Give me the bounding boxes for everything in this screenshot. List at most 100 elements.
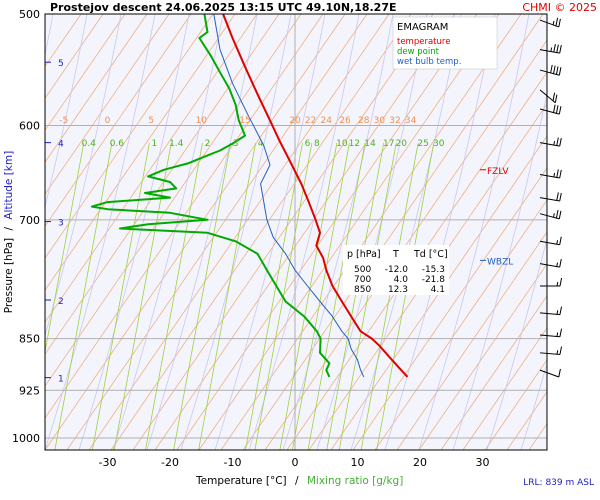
mixing-ratio-label: 6	[305, 139, 311, 149]
temperature-tick-label: 20	[413, 456, 427, 469]
wind-barb-shaft	[539, 263, 560, 268]
dry-adiabat-label: 5	[148, 116, 154, 126]
dry-adiabat-line	[352, 167, 547, 450]
y-axis-label-pressure: Pressure [hPa]	[3, 238, 15, 313]
moist-adiabat-line	[45, 14, 122, 338]
mixing-ratio-line	[307, 142, 366, 450]
altitude-tick-label: 1	[58, 375, 64, 385]
mixing-ratio-label: 4	[258, 139, 264, 149]
plot-frame	[44, 13, 548, 451]
wind-barb	[539, 169, 562, 179]
altitude-tick-label: 3	[58, 219, 64, 229]
wind-barb	[539, 137, 562, 147]
wind-barb-flag	[556, 310, 559, 315]
wetbulb-profile	[213, 14, 365, 378]
pressure-tick-label: 500	[19, 8, 40, 21]
fzlv-label: FZLV	[487, 167, 509, 177]
wind-barb-flag	[555, 17, 559, 26]
wind-barb-flag	[559, 277, 563, 287]
mixing-ratio-line	[326, 142, 385, 450]
dry-adiabat-line	[551, 14, 600, 450]
table-cell: 500	[354, 265, 371, 275]
mixing-ratio-label: 1	[152, 139, 158, 149]
mixing-ratio-line	[145, 142, 203, 450]
table-cell: 850	[354, 285, 371, 295]
wind-barb-shaft	[539, 352, 560, 356]
mixing-ratio-label: 30	[433, 139, 445, 149]
x-axis-label-mixing: Mixing ratio [g/kg]	[307, 475, 403, 487]
mixing-ratio-line	[338, 142, 397, 450]
mixing-ratio-line	[279, 142, 338, 450]
wind-barb	[539, 17, 561, 28]
wind-barb-flag	[559, 192, 562, 202]
mixing-ratio-label: 8	[314, 139, 320, 149]
temperature-tick-label: -10	[224, 456, 242, 469]
temperature-tick-label: -20	[161, 456, 179, 469]
wind-barb-flag	[553, 140, 556, 146]
dry-adiabat-line	[418, 263, 547, 450]
mixing-ratio-label: 0.6	[110, 139, 125, 149]
dry-adiabat-line	[484, 359, 547, 450]
wind-barb-flag	[555, 66, 559, 75]
dry-adiabat-line	[154, 14, 456, 450]
wind-barb	[539, 259, 562, 268]
table-cell: 4.0	[394, 275, 409, 285]
pressure-tick-label: 1000	[12, 432, 40, 445]
wind-barb	[539, 236, 562, 246]
credit-text: CHMI © 2025	[522, 1, 597, 14]
wind-barb	[539, 192, 562, 202]
wind-barb	[539, 328, 563, 338]
lrl-note: LRL: 839 m ASL	[523, 478, 594, 488]
temperature-tick-label: 0	[292, 456, 299, 469]
x-axis-label-temperature: Temperature [°C]	[195, 475, 287, 487]
moist-adiabat-line	[0, 14, 19, 450]
moist-adiabat-line	[214, 14, 326, 450]
dry-adiabat-line	[264, 39, 547, 450]
dry-adiabat-line	[66, 14, 368, 450]
wind-barb-shaft	[539, 240, 560, 246]
wind-barb-flag	[556, 350, 559, 355]
mixing-ratio-line	[45, 142, 85, 354]
mixing-ratio-line	[54, 142, 113, 450]
wind-barb	[539, 209, 562, 220]
chart-title: Prostejov descent 24.06.2025 13:15 UTC 4…	[50, 1, 397, 14]
dry-adiabat-line	[45, 14, 148, 163]
dry-adiabat-line	[45, 14, 170, 195]
mixing-ratio-label: 3	[233, 139, 239, 149]
wind-barb-flag	[558, 368, 561, 378]
mixing-ratio-line	[198, 142, 257, 450]
mixing-ratio-line	[376, 142, 435, 450]
dry-adiabat-line	[286, 71, 547, 450]
wind-barb	[540, 277, 563, 287]
temperature-tick-label: 30	[476, 456, 490, 469]
wind-barb-flag	[556, 44, 559, 53]
mixing-ratio-line	[91, 142, 150, 450]
moist-adiabat-line	[282, 14, 394, 450]
table-header-t: T	[392, 249, 399, 260]
moist-adiabat-line	[45, 14, 156, 450]
dry-adiabat-line	[308, 103, 547, 450]
dry-adiabat-line	[595, 14, 600, 450]
dry-adiabat-label: 30	[374, 116, 386, 126]
table-header-td: Td [°C]	[413, 249, 448, 260]
altitude-tick-label: 5	[58, 59, 64, 69]
wind-barb-flag	[559, 236, 562, 245]
legend-box	[392, 16, 498, 70]
wind-barb-flag	[559, 137, 562, 147]
dry-adiabat-line	[45, 14, 214, 259]
mixing-ratio-line	[173, 142, 232, 450]
wind-barb-flag	[559, 346, 563, 355]
wind-barb	[539, 43, 562, 54]
mixing-ratio-label: 25	[417, 139, 428, 149]
wind-barb-flag	[556, 281, 559, 287]
temperature-tick-label: -30	[99, 456, 117, 469]
dry-adiabat-line	[45, 14, 192, 227]
mixing-ratio-line	[245, 142, 303, 450]
mixing-ratio-line	[113, 142, 172, 450]
temperature-tick-label: 10	[351, 456, 365, 469]
wind-barb	[539, 104, 562, 115]
moist-adiabat-line	[418, 14, 530, 450]
wbzl-label: WBZL	[487, 257, 513, 267]
wind-barb-flag	[552, 92, 556, 101]
dry-adiabat-line	[45, 14, 126, 131]
